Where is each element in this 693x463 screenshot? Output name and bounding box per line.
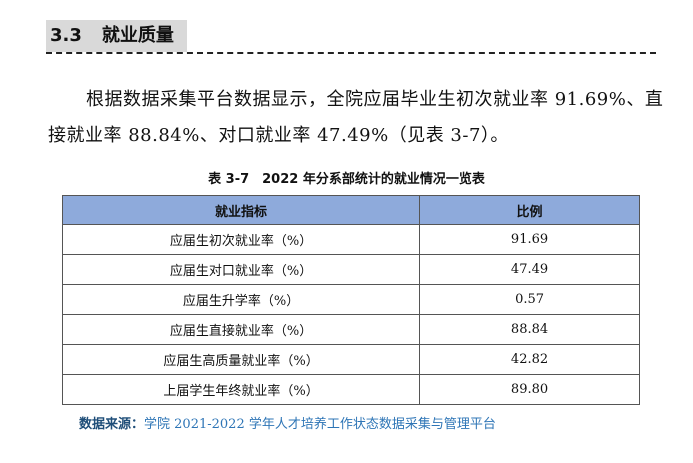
indicator-cell: 应届生初次就业率（%） <box>61 224 421 255</box>
value-cell: 47.49 <box>419 254 640 285</box>
indicator-cell: 应届生对口就业率（%） <box>61 254 421 285</box>
value-cell: 88.84 <box>419 314 640 345</box>
table-row: 应届生对口就业率（%） 47.49 <box>61 254 640 285</box>
data-source-text: 学院 2021-2022 学年人才培养工作状态数据采集与管理平台 <box>144 417 496 432</box>
value-cell: 91.69 <box>419 224 640 255</box>
table-row: 上届学生年终就业率（%） 89.80 <box>61 374 640 405</box>
value-cell: 42.82 <box>419 344 640 375</box>
table-caption: 表 3-7 2022 年分系部统计的就业情况一览表 <box>208 172 485 187</box>
data-source-label: 数据来源： <box>79 417 145 432</box>
section-number: 3.3 <box>50 25 82 46</box>
section-heading: 3.3 就业质量 <box>46 20 187 52</box>
data-source-note: 数据来源：学院 2021-2022 学年人才培养工作状态数据采集与管理平台 <box>79 415 496 435</box>
table-row: 应届生高质量就业率（%） 42.82 <box>61 344 640 375</box>
table-header-row: 就业指标 比例 <box>61 195 640 225</box>
indicator-cell: 应届生直接就业率（%） <box>61 314 421 345</box>
indicator-cell: 应届生高质量就业率（%） <box>61 344 421 375</box>
value-cell: 0.57 <box>419 284 640 315</box>
header-indicator: 就业指标 <box>61 195 421 225</box>
table-row: 应届生初次就业率（%） 91.69 <box>61 224 640 255</box>
table-row: 应届生直接就业率（%） 88.84 <box>61 314 640 345</box>
heading-divider <box>46 52 656 54</box>
table-row: 应届生升学率（%） 0.57 <box>61 284 640 315</box>
employment-metrics-table: 就业指标 比例 应届生初次就业率（%） 91.69 应届生对口就业率（%） 47… <box>61 195 640 405</box>
indicator-cell: 应届生升学率（%） <box>61 284 421 315</box>
body-paragraph: 根据数据采集平台数据显示，全院应届毕业生初次就业率 91.69%、直接就业率 8… <box>48 89 664 146</box>
value-cell: 89.80 <box>419 374 640 405</box>
header-ratio: 比例 <box>419 195 640 225</box>
section-title: 就业质量 <box>101 25 174 46</box>
indicator-cell: 上届学生年终就业率（%） <box>61 374 421 405</box>
